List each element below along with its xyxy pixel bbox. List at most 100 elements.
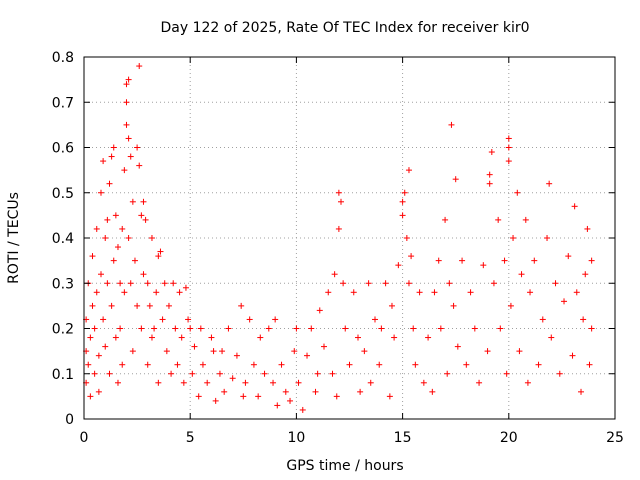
data-point bbox=[367, 379, 374, 386]
data-point bbox=[270, 379, 277, 386]
data-point bbox=[212, 397, 219, 404]
data-point bbox=[91, 370, 98, 377]
data-point bbox=[131, 257, 138, 264]
data-point bbox=[340, 280, 347, 287]
data-point bbox=[112, 212, 119, 219]
data-point bbox=[304, 352, 311, 359]
data-point bbox=[163, 348, 170, 355]
data-point bbox=[503, 370, 510, 377]
data-point bbox=[386, 393, 393, 400]
data-point bbox=[314, 370, 321, 377]
y-tick-label: 0.1 bbox=[52, 367, 74, 383]
data-point bbox=[272, 316, 279, 323]
data-point bbox=[114, 379, 121, 386]
data-point bbox=[399, 212, 406, 219]
y-tick-label: 0.3 bbox=[52, 276, 74, 292]
data-point bbox=[291, 348, 298, 355]
x-tick-label: 10 bbox=[287, 430, 305, 446]
data-point bbox=[85, 361, 92, 368]
x-tick-label: 20 bbox=[500, 430, 518, 446]
data-point bbox=[119, 361, 126, 368]
y-tick-label: 0.6 bbox=[52, 141, 74, 157]
data-point bbox=[127, 280, 134, 287]
data-point bbox=[195, 393, 202, 400]
data-point bbox=[257, 334, 264, 341]
data-point bbox=[527, 289, 534, 296]
data-point bbox=[221, 388, 228, 395]
data-point bbox=[335, 225, 342, 232]
data-point bbox=[119, 225, 126, 232]
data-point bbox=[191, 343, 198, 350]
data-point bbox=[371, 316, 378, 323]
data-point bbox=[187, 325, 194, 332]
data-point bbox=[250, 361, 257, 368]
data-point bbox=[448, 121, 455, 128]
data-point bbox=[216, 370, 223, 377]
data-point bbox=[114, 244, 121, 251]
data-point bbox=[104, 216, 111, 223]
data-point bbox=[480, 262, 487, 269]
data-point bbox=[412, 361, 419, 368]
data-point bbox=[93, 289, 100, 296]
data-point bbox=[174, 361, 181, 368]
data-point bbox=[121, 289, 128, 296]
data-point bbox=[354, 334, 361, 341]
data-point bbox=[157, 248, 164, 255]
data-point bbox=[429, 388, 436, 395]
data-point bbox=[459, 257, 466, 264]
axis-ticks bbox=[83, 56, 616, 420]
data-point bbox=[584, 225, 591, 232]
data-point bbox=[112, 334, 119, 341]
data-point bbox=[108, 153, 115, 160]
data-point bbox=[510, 235, 517, 241]
data-point bbox=[129, 348, 136, 355]
x-axis-title: GPS time / hours bbox=[286, 458, 403, 474]
data-point bbox=[410, 325, 417, 332]
data-point bbox=[408, 253, 415, 260]
y-tick-labels: 0 0.1 0.2 0.3 0.4 0.5 0.6 0.7 0.8 bbox=[52, 50, 74, 428]
data-point bbox=[539, 316, 546, 323]
data-point bbox=[446, 280, 453, 287]
data-point bbox=[565, 253, 572, 260]
data-point bbox=[350, 289, 357, 296]
y-tick-label: 0.7 bbox=[52, 95, 74, 111]
data-point bbox=[229, 375, 236, 382]
data-point bbox=[437, 325, 444, 332]
data-point bbox=[121, 167, 128, 174]
data-point bbox=[165, 302, 172, 309]
data-point bbox=[102, 235, 109, 241]
data-point bbox=[255, 393, 262, 400]
data-point bbox=[129, 198, 136, 205]
data-point bbox=[219, 348, 226, 355]
data-point bbox=[488, 149, 495, 156]
data-point bbox=[580, 316, 587, 323]
data-point bbox=[204, 379, 211, 386]
data-point bbox=[89, 253, 96, 260]
data-point bbox=[490, 280, 497, 287]
data-point bbox=[242, 379, 249, 386]
data-point bbox=[514, 189, 521, 196]
data-point bbox=[308, 325, 315, 332]
x-tick-label: 5 bbox=[186, 430, 195, 446]
data-point bbox=[299, 406, 306, 413]
data-point bbox=[108, 302, 115, 309]
y-axis-title: ROTI / TECUs bbox=[6, 192, 22, 284]
data-point bbox=[189, 370, 196, 377]
data-point bbox=[325, 289, 332, 296]
data-point bbox=[161, 280, 168, 287]
data-point bbox=[516, 348, 523, 355]
data-point bbox=[586, 361, 593, 368]
data-point bbox=[405, 280, 412, 287]
data-point bbox=[435, 257, 442, 264]
data-point bbox=[505, 135, 512, 142]
data-point bbox=[95, 352, 102, 359]
data-point bbox=[176, 289, 183, 296]
data-point bbox=[136, 63, 143, 70]
data-point bbox=[225, 325, 232, 332]
data-point bbox=[361, 348, 368, 355]
x-tick-label: 15 bbox=[394, 430, 412, 446]
data-point bbox=[582, 271, 589, 278]
data-point bbox=[420, 379, 427, 386]
data-point bbox=[172, 325, 179, 332]
data-point bbox=[295, 379, 302, 386]
